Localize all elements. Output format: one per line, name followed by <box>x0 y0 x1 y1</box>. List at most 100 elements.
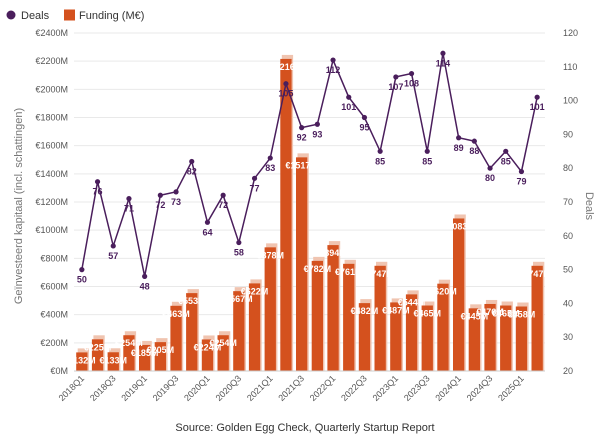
x-tick-label: 2018Q1 <box>57 373 87 403</box>
deals-point <box>267 155 273 161</box>
funding-bar <box>343 263 355 371</box>
funding-data-label: €747M <box>366 269 394 279</box>
deals-data-label: 83 <box>265 163 275 173</box>
deals-point <box>94 179 101 185</box>
funding-bar <box>233 291 245 371</box>
funding-bar <box>107 352 119 371</box>
deals-point <box>393 74 399 80</box>
deals-data-label: 92 <box>297 133 307 143</box>
deals-point <box>79 267 85 273</box>
funding-bar <box>468 308 481 371</box>
deals-point <box>534 94 540 100</box>
y-left-tick-label: €1200M <box>35 197 68 207</box>
y-axis-right: 20 30 40 50 60 70 80 90 100 110 120 <box>563 28 578 376</box>
deals-data-label: 48 <box>140 281 150 291</box>
funding-bar <box>421 305 433 371</box>
y-right-tick-label: 20 <box>563 366 573 376</box>
funding-data-label: €553M <box>178 296 206 306</box>
y-left-tick-label: €400M <box>40 310 68 320</box>
funding-bar <box>138 344 151 371</box>
deals-data-label: 114 <box>436 58 451 68</box>
funding-bar <box>295 157 308 371</box>
y-left-tick-label: €1000M <box>35 225 68 235</box>
funding-data-label: €620M <box>429 287 457 297</box>
deals-data-label: 101 <box>530 102 545 112</box>
funding-data-label: €224M <box>194 342 222 352</box>
y-left-tick-label: €2200M <box>35 56 68 66</box>
deals-data-label: 112 <box>326 65 341 75</box>
y-left-tick-label: €800M <box>40 253 68 263</box>
deals-data-label: 88 <box>469 146 479 156</box>
funding-data-label: €465M <box>492 309 520 319</box>
y-left-tick-label: €2000M <box>35 84 68 94</box>
y-left-tick-label: €1800M <box>35 113 68 123</box>
y-left-tick-label: €1400M <box>35 169 68 179</box>
deals-data-label: 72 <box>218 200 228 210</box>
y-right-tick-label: 30 <box>563 332 573 342</box>
deals-point <box>503 148 509 154</box>
deals-point <box>110 243 116 249</box>
deals-data-label: 50 <box>77 275 87 285</box>
funding-data-label: €1083M <box>442 221 475 231</box>
deals-data-label: 108 <box>404 79 419 89</box>
x-axis: 2018Q1 2018Q3 2019Q1 2019Q3 2020Q1 2020Q3 2021… <box>57 370 545 403</box>
x-tick-label: 2024Q1 <box>433 373 463 403</box>
x-tick-label: 2020Q3 <box>214 373 244 403</box>
x-tick-label: 2022Q3 <box>339 373 369 403</box>
funding-data-label: €465M <box>413 309 441 319</box>
x-tick-label: 2021Q1 <box>245 373 275 403</box>
deals-point <box>487 165 493 171</box>
deals-data-label: 72 <box>155 200 165 210</box>
funding-data-label: €225M <box>84 342 112 352</box>
deals-point <box>283 81 289 87</box>
deals-point <box>424 148 430 154</box>
funding-bar <box>452 218 465 371</box>
deals-data-label: 95 <box>359 123 369 133</box>
y-right-tick-label: 50 <box>563 265 573 275</box>
y-axis-left: €0M €200M €400M €600M €800M €1000M €1200M €1400… <box>35 28 68 376</box>
funding-data-label: €894M <box>319 248 347 258</box>
deals-data-label: 107 <box>388 82 403 92</box>
gridlines <box>74 32 545 372</box>
funding-bar <box>515 306 528 371</box>
funding-data-label: €458M <box>508 309 536 319</box>
deals-data-label: 93 <box>312 129 322 139</box>
y-right-tick-label: 80 <box>563 163 573 173</box>
y-right-tick-label: 90 <box>563 129 573 139</box>
deals-point <box>173 189 179 195</box>
deals-point <box>220 192 226 198</box>
deals-point <box>408 70 415 77</box>
y-right-tick-label: 70 <box>563 197 573 207</box>
y-axis-left-title: Geïnvesteerd kapitaal (incl. schattingen… <box>13 108 25 304</box>
deals-point <box>236 239 242 246</box>
funding-data-label: €878M <box>256 250 284 260</box>
y-left-tick-label: €1600M <box>35 141 68 151</box>
funding-bar <box>405 294 418 371</box>
x-tick-label: 2020Q1 <box>182 373 212 403</box>
deals-data-label: 64 <box>202 227 212 237</box>
funding-bar <box>311 260 324 371</box>
deals-data-label: 82 <box>187 166 197 176</box>
funding-data-label: €1517M <box>285 160 318 170</box>
deals-point <box>157 192 163 198</box>
funding-bar <box>327 245 339 371</box>
funding-data-label: €205M <box>147 345 175 355</box>
deals-point <box>299 125 305 131</box>
funding-data-label: €445M <box>461 311 489 321</box>
funding-bar <box>484 303 496 371</box>
y-right-tick-label: 110 <box>563 62 577 72</box>
deals-point <box>142 273 148 279</box>
funding-bar <box>358 303 371 371</box>
x-tick-label: 2025Q1 <box>496 373 526 403</box>
deals-line <box>81 53 538 277</box>
deals-point <box>314 121 320 127</box>
funding-bar <box>217 335 229 371</box>
funding-bar <box>500 305 512 371</box>
deals-point <box>251 175 258 181</box>
funding-data-label: €782M <box>304 264 332 274</box>
funding-bar <box>531 265 543 371</box>
funding-data-label: €622M <box>241 286 269 296</box>
deals-point <box>377 148 383 154</box>
legend: Deals Funding (M€) <box>6 9 144 22</box>
